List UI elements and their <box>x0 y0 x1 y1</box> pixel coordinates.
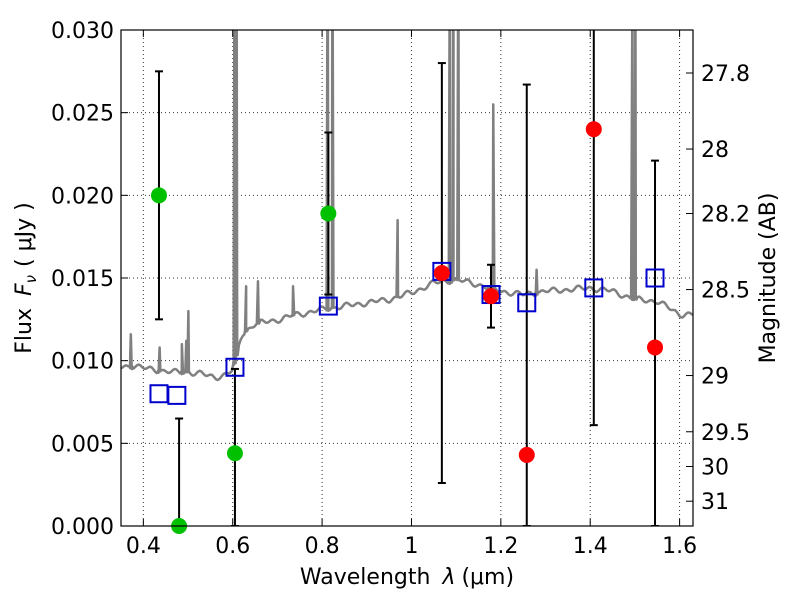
green-point <box>226 445 243 462</box>
y-tick-label: 0.010 <box>51 350 114 375</box>
y-tick-label: 0.015 <box>51 267 114 292</box>
red-point <box>585 121 602 138</box>
model-point <box>645 268 665 288</box>
y2-tick-label: 28 <box>701 138 729 163</box>
y-axis-label: FluxFν( μJy ) <box>12 202 40 353</box>
model-point <box>517 293 537 313</box>
x-tick-label: 1.6 <box>662 534 697 559</box>
green-point <box>150 187 167 204</box>
y2-axis-label: Magnitude (AB) <box>756 193 781 364</box>
x-tick-label: 1.4 <box>573 534 608 559</box>
model-point <box>584 278 604 298</box>
x-tick-label: 0.6 <box>215 534 250 559</box>
y2-tick-label: 29 <box>701 365 729 390</box>
red-point <box>433 265 450 282</box>
y2-tick-label: 28.5 <box>701 279 750 304</box>
plot-area-background <box>121 30 693 526</box>
red-point <box>518 446 535 463</box>
y-tick-label: 0.020 <box>51 184 114 209</box>
spectrum-layer <box>121 30 693 382</box>
model-point <box>167 385 187 405</box>
marker-layer <box>149 121 665 534</box>
x-tick-label: 1.2 <box>483 534 518 559</box>
model-point <box>318 296 338 316</box>
y2-tick-label: 30 <box>701 455 729 480</box>
x-tick-label: 0.4 <box>126 534 161 559</box>
y2-tick-label: 29.5 <box>701 421 750 446</box>
y2-tick-label: 27.8 <box>701 62 750 87</box>
x-tick-label: 0.8 <box>305 534 340 559</box>
y-tick-label: 0.025 <box>51 102 114 127</box>
y-tick-label: 0.005 <box>51 432 114 457</box>
x-tick-label: 1 <box>404 534 418 559</box>
x-axis-label: Wavelength λ (μm) <box>300 565 514 590</box>
red-point <box>483 288 500 305</box>
spectrum-line <box>121 30 693 382</box>
red-point <box>647 339 664 356</box>
tick-layer: 0.4 0.6 0.8 1 1.2 1.4 1.6 0.000 0.005 0.010 0.015 0… <box>51 19 750 559</box>
model-point <box>225 357 245 377</box>
y-tick-label: 0.030 <box>51 19 114 44</box>
green-point <box>320 205 337 222</box>
y2-tick-label: 31 <box>701 490 729 515</box>
y-tick-label: 0.000 <box>51 515 114 540</box>
y2-tick-label: 28.2 <box>701 203 750 228</box>
